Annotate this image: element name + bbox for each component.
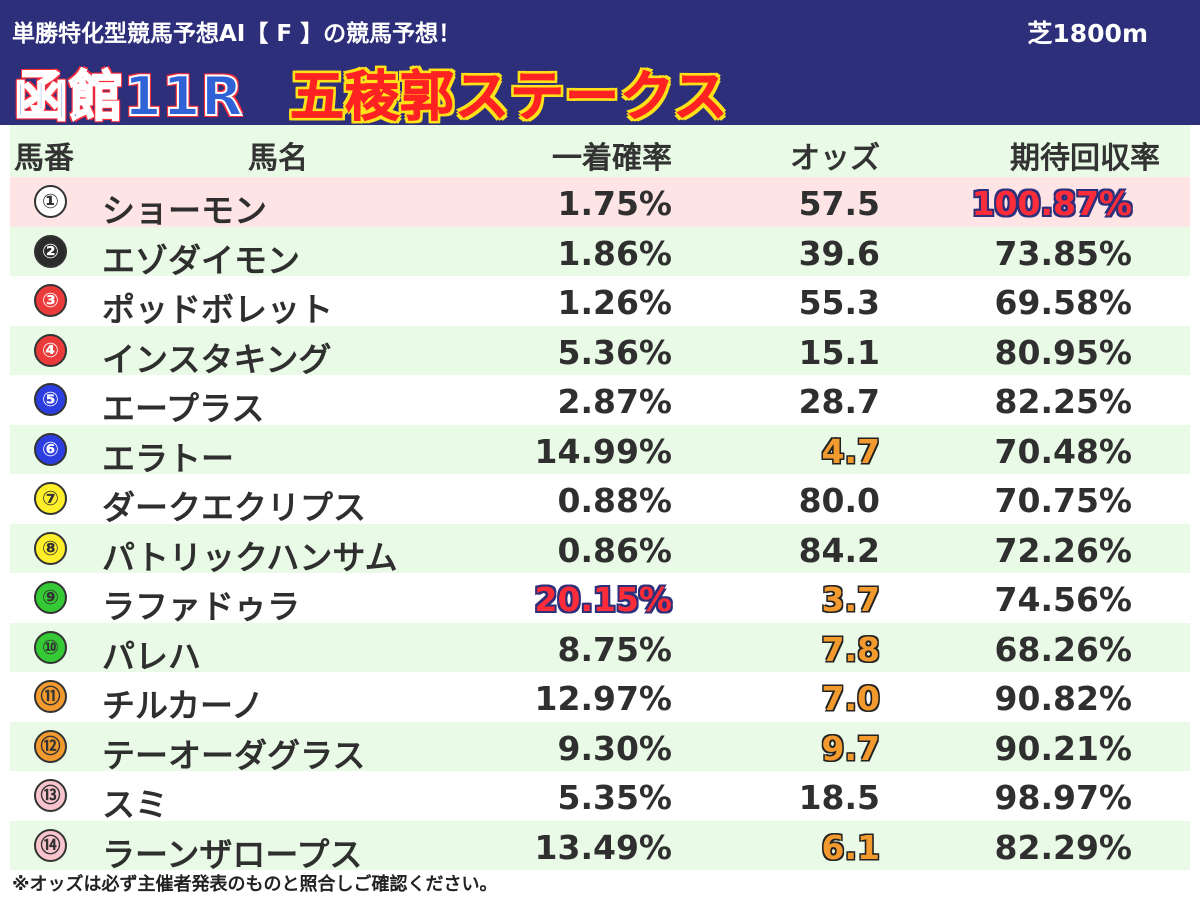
table-row: ① ショーモン 1.75% 57.5 100.87% xyxy=(10,177,1190,230)
horse-number-badge: ⑧ xyxy=(34,531,67,565)
win-probability: 2.87% xyxy=(557,382,673,421)
horse-number-badge: ⑬ xyxy=(34,779,67,812)
odds-value: 4.7 xyxy=(821,431,880,471)
expected-return: 73.85% xyxy=(994,233,1132,273)
table-row: ⑬ スミ 5.35% 18.5 98.97% xyxy=(10,771,1190,824)
odds-value: 7.8 xyxy=(821,629,880,669)
horse-name: ポッドボレット xyxy=(102,290,333,329)
table-body: ① ショーモン 1.75% 57.5 100.87% ② エゾダイモン 1.86% 39.6 73… xyxy=(10,177,1190,874)
table-row: ⑦ ダークエクリプス 0.88% 80.0 70.75% xyxy=(10,474,1190,527)
expected-return: 100.87% xyxy=(971,184,1132,223)
table-row: ⑤ エープラス 2.87% 28.7 82.25% xyxy=(10,375,1190,428)
horse-name: スミ xyxy=(102,785,168,824)
odds-value: 9.7 xyxy=(821,728,880,768)
win-probability: 0.88% xyxy=(557,481,673,520)
odds-value: 28.7 xyxy=(798,382,880,421)
horse-name: エラトー xyxy=(102,438,234,478)
horse-number-badge: ⑦ xyxy=(34,482,67,515)
odds-value: 39.6 xyxy=(798,233,880,273)
win-probability: 9.30% xyxy=(557,728,673,768)
horse-number-badge: ⑤ xyxy=(34,383,67,416)
column-header-odds: オッズ xyxy=(790,141,880,176)
horse-name: パレハ xyxy=(102,636,201,676)
horse-name: エゾダイモン xyxy=(102,240,300,280)
horse-name: ダークエクリプス xyxy=(102,488,366,527)
table-row: ⑪ チルカーノ 12.97% 7.0 90.82% xyxy=(10,672,1190,725)
win-probability: 14.99% xyxy=(534,431,672,471)
horse-number-badge: ④ xyxy=(34,333,67,367)
win-probability: 1.86% xyxy=(557,233,673,273)
race-name: 五稜郭ステークス xyxy=(289,65,729,129)
horse-number-badge: ⑭ xyxy=(34,828,67,862)
odds-value: 15.1 xyxy=(798,332,880,372)
course-info: 芝1800m xyxy=(1027,19,1148,48)
table-header: 馬番 馬名 一着確率 オッズ 期待回収率 xyxy=(10,125,1190,177)
horse-number-badge: ① xyxy=(34,185,67,218)
horse-number-badge: ⑨ xyxy=(34,581,67,614)
table-row: ② エゾダイモン 1.86% 39.6 73.85% xyxy=(10,226,1190,280)
table-row: ⑨ ラファドゥラ 20.15% 3.7 74.56% xyxy=(10,573,1190,626)
expected-return: 70.75% xyxy=(994,481,1132,520)
column-header-win-probability: 一着確率 xyxy=(552,141,672,176)
subtitle: 単勝特化型競馬予想AI【 F 】の競馬予想！ xyxy=(12,21,462,47)
odds-value: 18.5 xyxy=(798,778,880,817)
horse-number-badge: ② xyxy=(34,234,67,268)
column-header-expected-return: 期待回収率 xyxy=(1010,141,1160,176)
expected-return: 90.21% xyxy=(994,728,1132,768)
header-banner: 単勝特化型競馬予想AI【 F 】の競馬予想！ 芝1800m 函館11R 五稜郭ス… xyxy=(0,0,1200,129)
win-probability: 0.86% xyxy=(557,530,673,570)
table-row: ③ ポッドボレット 1.26% 55.3 69.58% xyxy=(10,276,1190,329)
horse-number-badge: ⑫ xyxy=(34,729,67,763)
win-probability: 8.75% xyxy=(557,629,673,669)
horse-name: テーオーダグラス xyxy=(102,735,366,775)
table-row: ⑧ パトリックハンサム 0.86% 84.2 72.26% xyxy=(10,523,1190,577)
win-probability: 13.49% xyxy=(534,827,672,867)
expected-return: 70.48% xyxy=(994,431,1132,471)
odds-value: 6.1 xyxy=(821,827,880,867)
prediction-table: 馬番 馬名 一着確率 オッズ 期待回収率 ① ショーモン 1.75% 57.5 100.… xyxy=(10,125,1190,874)
win-probability: 5.35% xyxy=(557,778,673,817)
expected-return: 82.25% xyxy=(994,382,1132,421)
table-row: ⑥ エラトー 14.99% 4.7 70.48% xyxy=(10,424,1190,478)
horse-name: チルカーノ xyxy=(102,686,265,725)
odds-value: 3.7 xyxy=(821,580,880,619)
race-number: 函館11R xyxy=(13,64,244,129)
odds-value: 55.3 xyxy=(798,283,880,322)
expected-return: 69.58% xyxy=(994,283,1132,322)
horse-name: ラファドゥラ xyxy=(102,587,300,626)
table-row: ⑭ ラーンザロープス 13.49% 6.1 82.29% xyxy=(10,820,1190,874)
expected-return: 82.29% xyxy=(994,827,1132,867)
expected-return: 90.82% xyxy=(994,679,1132,718)
horse-name: インスタキング xyxy=(102,339,332,379)
column-header-name: 馬名 xyxy=(248,141,308,176)
horse-name: エープラス xyxy=(102,389,265,428)
footnote: ※オッズは必ず主催者発表のものと照合しご確認ください。 xyxy=(12,874,498,895)
win-probability: 12.97% xyxy=(534,679,672,718)
win-probability: 20.15% xyxy=(534,580,672,619)
table-row: ⑩ パレハ 8.75% 7.8 68.26% xyxy=(10,622,1190,676)
odds-value: 7.0 xyxy=(821,679,880,718)
horse-number-badge: ⑥ xyxy=(34,432,67,466)
horse-number-badge: ③ xyxy=(34,284,67,317)
horse-number-badge: ⑩ xyxy=(34,630,67,664)
win-probability: 5.36% xyxy=(557,332,673,372)
expected-return: 72.26% xyxy=(994,530,1132,570)
odds-value: 57.5 xyxy=(798,184,880,223)
horse-name: パトリックハンサム xyxy=(102,537,398,577)
table-row: ④ インスタキング 5.36% 15.1 80.95% xyxy=(10,325,1190,379)
odds-value: 80.0 xyxy=(798,481,880,520)
horse-name: ラーンザロープス xyxy=(102,834,363,874)
win-probability: 1.26% xyxy=(557,283,673,322)
table-row: ⑫ テーオーダグラス 9.30% 9.7 90.21% xyxy=(10,721,1190,775)
expected-return: 98.97% xyxy=(994,778,1132,817)
horse-number-badge: ⑪ xyxy=(34,680,67,713)
expected-return: 80.95% xyxy=(994,332,1132,372)
column-header-number: 馬番 xyxy=(14,141,74,176)
horse-name: ショーモン xyxy=(102,191,267,230)
expected-return: 74.56% xyxy=(994,580,1132,619)
odds-value: 84.2 xyxy=(798,530,880,570)
expected-return: 68.26% xyxy=(994,629,1132,669)
win-probability: 1.75% xyxy=(557,184,673,223)
